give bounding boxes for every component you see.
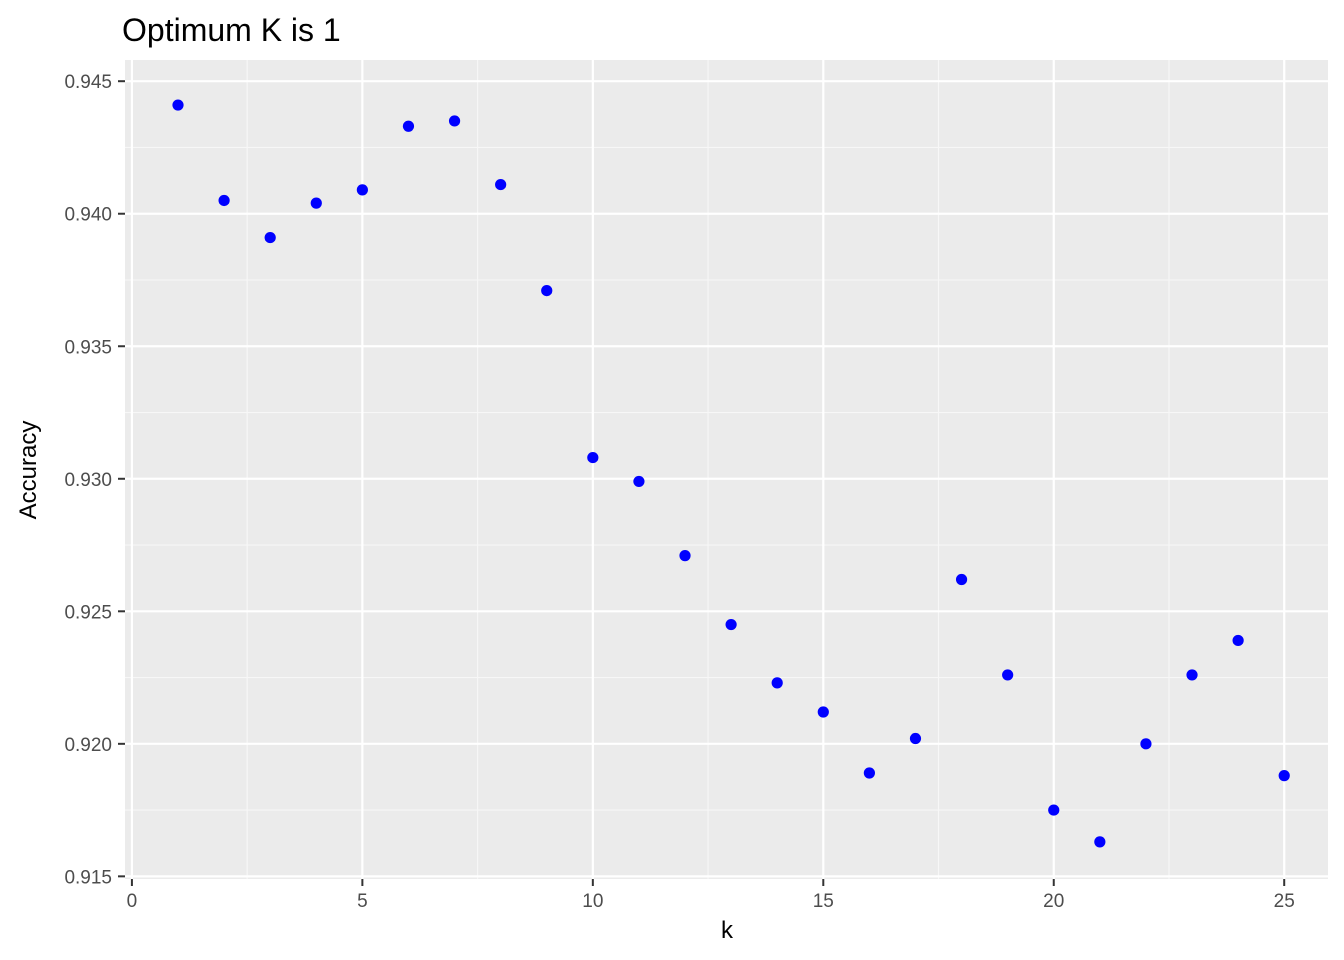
data-point xyxy=(1002,669,1014,681)
major-gridlines xyxy=(125,60,1328,879)
y-tick-label: 0.935 xyxy=(64,337,112,358)
data-point xyxy=(448,115,461,127)
y-axis-title: Accuracy xyxy=(15,421,42,520)
data-point xyxy=(587,451,599,464)
chart-title: Optimum K is 1 xyxy=(122,12,341,48)
data-point xyxy=(541,284,553,297)
data-point xyxy=(172,99,184,111)
y-tick-label: 0.925 xyxy=(64,602,112,623)
data-point xyxy=(771,677,783,689)
data-point xyxy=(1186,669,1198,681)
x-tick-label: 10 xyxy=(582,891,603,912)
data-point xyxy=(1232,634,1244,647)
x-tick-label: 5 xyxy=(357,891,368,912)
x-tick-label: 15 xyxy=(813,891,834,912)
y-tick-label: 0.920 xyxy=(64,735,112,756)
data-point xyxy=(863,767,875,779)
x-axis-title: k xyxy=(721,917,734,944)
y-tick-label: 0.915 xyxy=(64,867,112,888)
x-tick-label: 20 xyxy=(1043,891,1064,912)
x-tick-label: 0 xyxy=(127,891,138,912)
data-point xyxy=(1094,836,1106,848)
data-point xyxy=(909,732,922,745)
x-tick-label: 25 xyxy=(1274,891,1295,912)
data-point xyxy=(725,618,737,631)
x-axis: 0 5 10 15 20 25 xyxy=(127,879,1295,912)
y-tick-label: 0.930 xyxy=(64,470,112,491)
y-tick-label: 0.940 xyxy=(64,205,112,226)
data-point xyxy=(633,475,645,488)
data-point xyxy=(356,184,368,196)
data-point xyxy=(955,573,968,586)
data-point xyxy=(1278,770,1290,782)
data-point xyxy=(310,197,322,209)
data-point xyxy=(264,231,276,244)
data-point xyxy=(495,178,507,191)
data-point xyxy=(817,706,829,718)
y-axis: 0.915 0.920 0.925 0.930 0.935 0.940 0.945 xyxy=(64,72,125,888)
y-tick-label: 0.945 xyxy=(64,72,112,93)
data-point xyxy=(1140,738,1152,750)
minor-gridlines xyxy=(125,60,1328,879)
data-point xyxy=(218,194,230,207)
data-point xyxy=(402,120,415,132)
data-point xyxy=(1048,804,1060,816)
plot-panel xyxy=(125,60,1328,879)
data-points xyxy=(172,99,1290,848)
data-point xyxy=(679,550,691,562)
